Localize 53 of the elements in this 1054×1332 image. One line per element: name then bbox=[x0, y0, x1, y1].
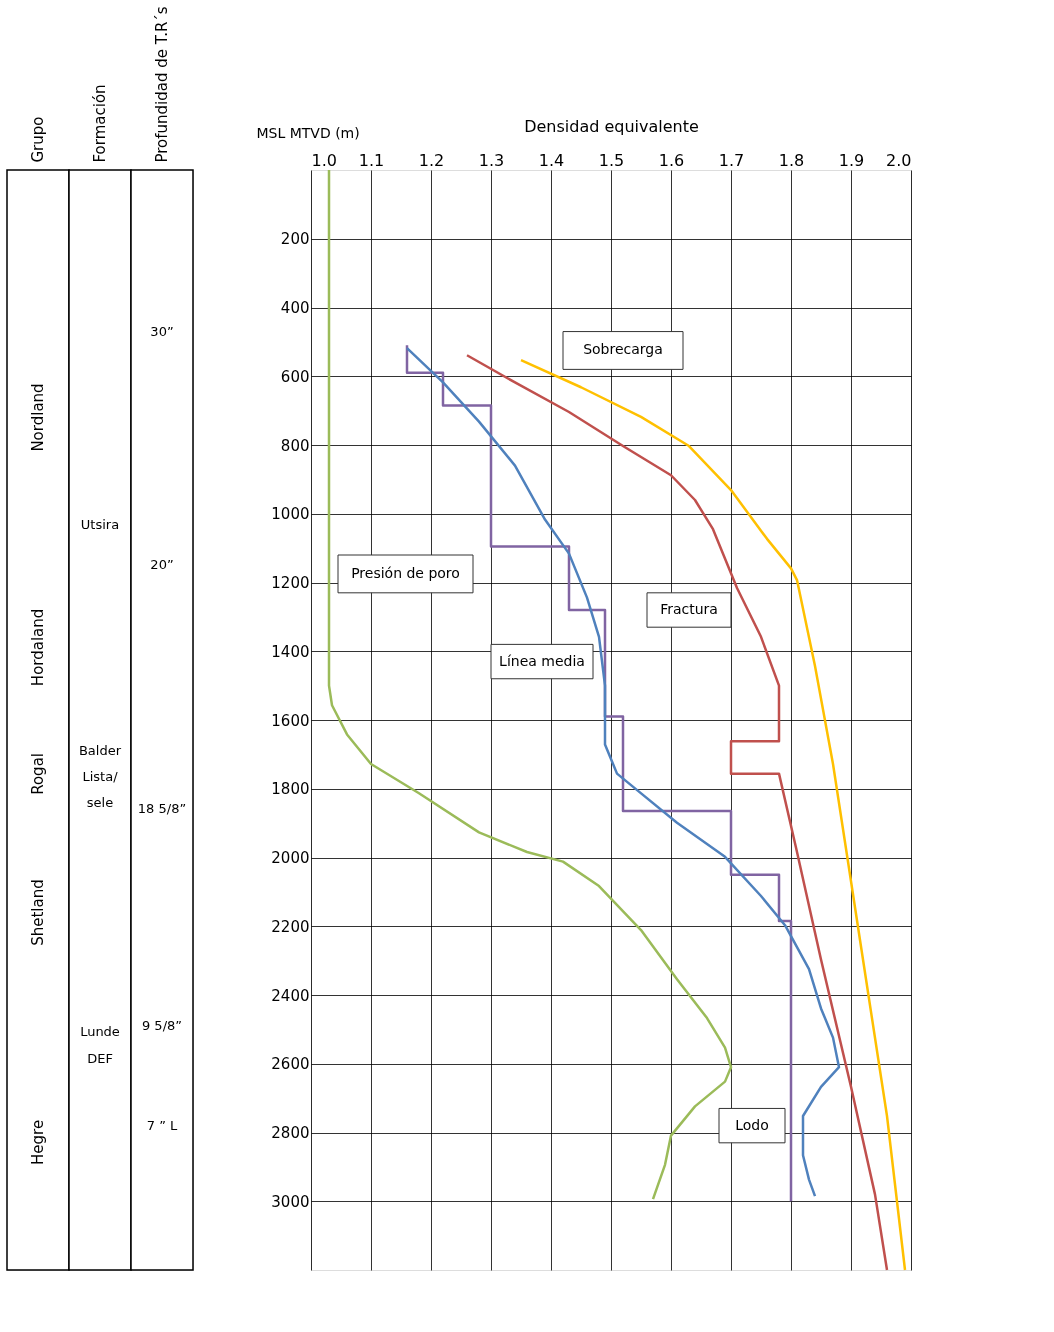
y-tick-label: 1200 bbox=[271, 574, 310, 592]
text: DEF bbox=[87, 1050, 113, 1066]
y-axis-title: MSL MTVD (m) bbox=[256, 124, 360, 141]
text: Lista/ bbox=[82, 769, 118, 785]
text: 30” bbox=[150, 323, 174, 339]
series-label: Fractura bbox=[660, 601, 718, 617]
y-tick-label: 3000 bbox=[271, 1192, 310, 1211]
text: Hordaland bbox=[29, 608, 47, 687]
text: 20” bbox=[150, 556, 174, 572]
series-label: Lodo bbox=[735, 1116, 769, 1133]
y-tick-label: 1600 bbox=[271, 711, 310, 730]
x-axis-title: Densidad equivalente bbox=[524, 116, 699, 136]
x-tick-label: 1.0 bbox=[311, 150, 337, 170]
text: 18 5/8” bbox=[137, 801, 187, 817]
y-tick-label: 2600 bbox=[271, 1055, 310, 1074]
category-label: Grupo bbox=[29, 116, 47, 163]
category-label: Profundidad de T.R´s bbox=[153, 6, 171, 163]
y-tick-label: 800 bbox=[280, 436, 310, 455]
text: Hegre bbox=[29, 1119, 47, 1165]
line-series bbox=[327, 168, 733, 1201]
text: 7 ” L bbox=[146, 1117, 178, 1133]
text: 9 5/8” bbox=[141, 1017, 183, 1033]
x-tick-label: 1.3 bbox=[478, 150, 505, 170]
text: Nordland bbox=[29, 383, 47, 452]
y-tick-label: 2000 bbox=[271, 849, 310, 867]
x-tick-label: 1.5 bbox=[598, 150, 625, 170]
y-tick-label: 2800 bbox=[271, 1124, 310, 1142]
y-tick-label: 1000 bbox=[271, 505, 310, 524]
text: Shetland bbox=[29, 879, 47, 946]
y-tick-label: 1800 bbox=[271, 780, 310, 799]
text: Balder bbox=[78, 742, 122, 758]
x-tick-label: 1.4 bbox=[538, 150, 565, 170]
x-tick-label: 1.8 bbox=[778, 150, 805, 170]
x-tick-label: 1.9 bbox=[838, 150, 865, 170]
text: Lunde bbox=[80, 1024, 120, 1040]
series-label: Presión de poro bbox=[351, 564, 460, 581]
x-tick-label: 2.0 bbox=[886, 150, 912, 170]
text: Rogal bbox=[29, 752, 47, 795]
category-label: Formación bbox=[91, 84, 109, 163]
text: Sobrecarga bbox=[583, 341, 663, 358]
x-tick-label: 1.1 bbox=[358, 150, 385, 170]
y-tick-label: 600 bbox=[280, 367, 310, 386]
y-tick-label: 400 bbox=[280, 299, 310, 317]
y-tick-label: 2200 bbox=[271, 917, 310, 936]
series-label: Línea media bbox=[499, 652, 585, 669]
text: sele bbox=[86, 794, 114, 810]
x-tick-label: 1.7 bbox=[718, 150, 745, 170]
y-tick-label: 1400 bbox=[271, 642, 310, 661]
x-tick-label: 1.6 bbox=[658, 150, 685, 170]
text: Utsira bbox=[80, 517, 120, 533]
y-tick-label: 2400 bbox=[271, 986, 310, 1005]
y-tick-label: 200 bbox=[280, 230, 310, 249]
x-tick-label: 1.2 bbox=[418, 150, 445, 170]
